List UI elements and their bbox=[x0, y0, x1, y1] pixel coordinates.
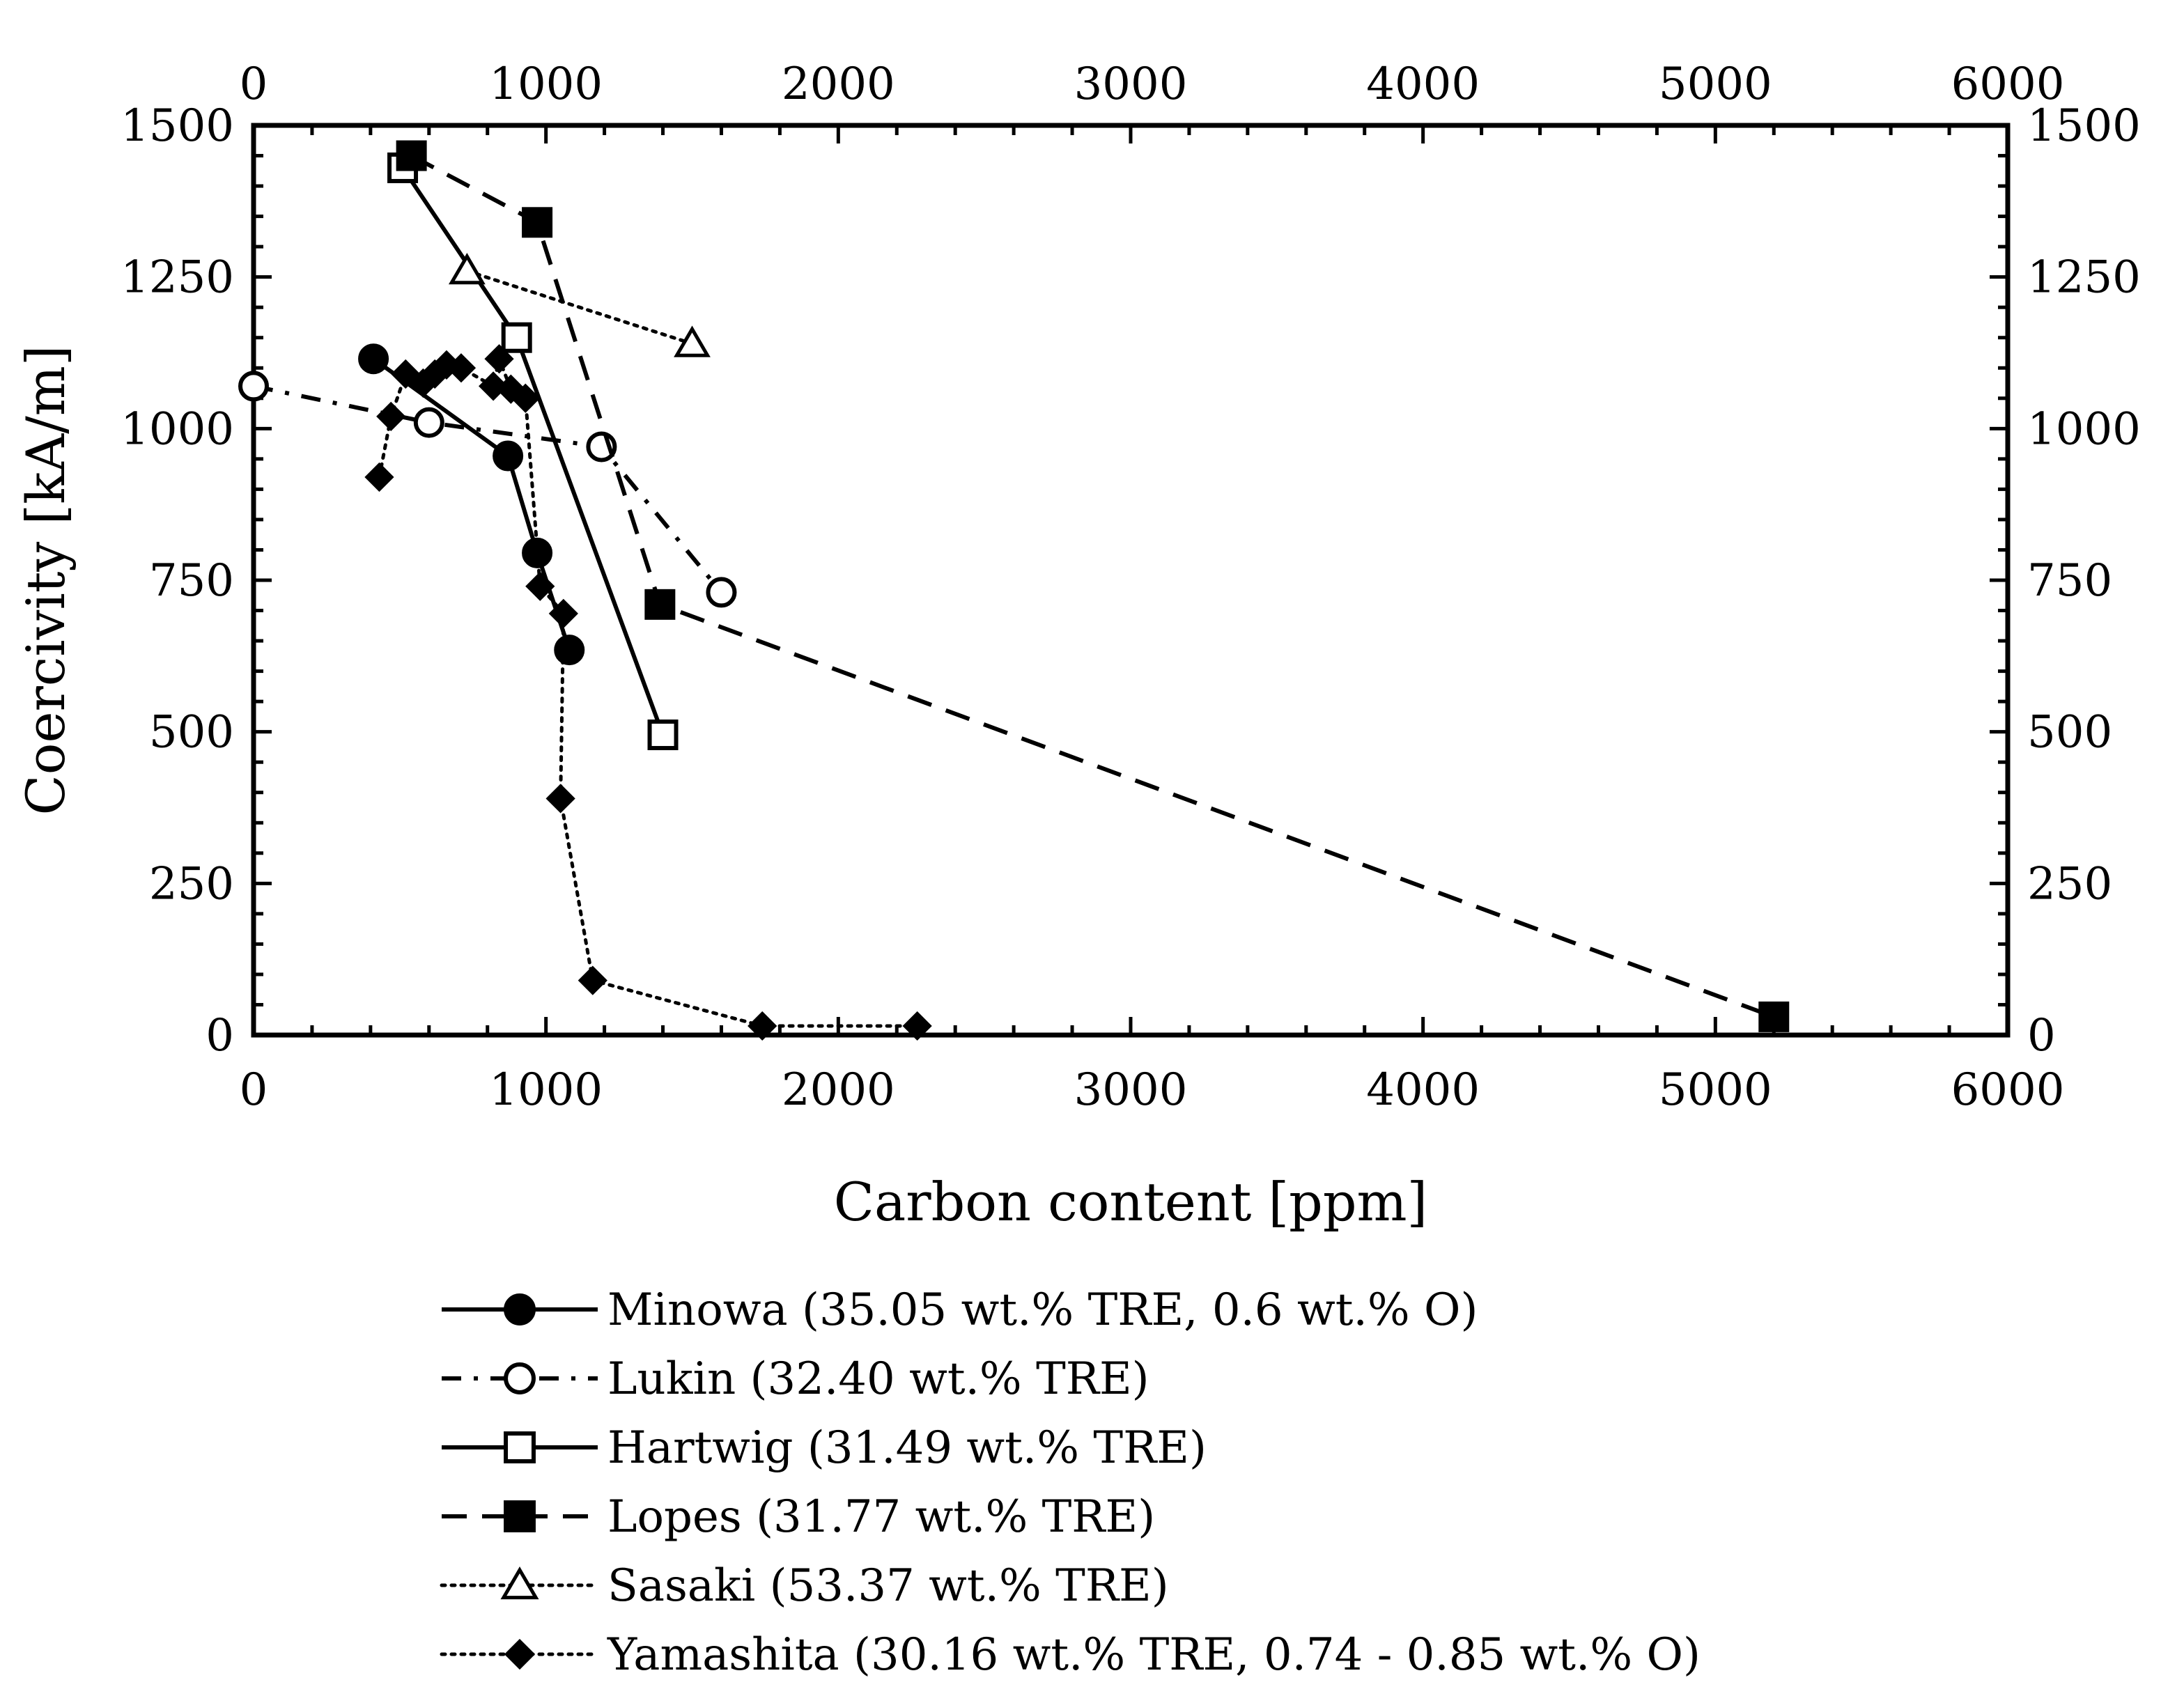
y-tick-label-left: 1000 bbox=[121, 403, 234, 455]
data-point bbox=[902, 1011, 932, 1041]
data-point bbox=[358, 343, 389, 375]
y-axis-title: Coercivity [kA/m] bbox=[15, 345, 77, 816]
data-point bbox=[446, 353, 477, 383]
data-point bbox=[493, 440, 524, 472]
x-tick-label-top: 3000 bbox=[1074, 59, 1188, 110]
data-point bbox=[545, 784, 575, 814]
series-3 bbox=[396, 140, 1790, 1032]
legend-label: Sasaki (53.37 wt.% TRE) bbox=[607, 1560, 1169, 1612]
data-point bbox=[674, 325, 711, 357]
legend-entry: Hartwig (31.49 wt.% TRE) bbox=[442, 1422, 1207, 1474]
y-tick-label-left: 1500 bbox=[121, 100, 234, 152]
data-point bbox=[548, 598, 578, 629]
y-tick-label-right: 750 bbox=[2027, 555, 2112, 607]
x-tick-label-bottom: 6000 bbox=[1951, 1064, 2065, 1116]
series-5 bbox=[364, 344, 932, 1041]
data-point bbox=[644, 589, 676, 620]
series-line bbox=[372, 357, 572, 651]
x-tick-label-top: 2000 bbox=[782, 59, 895, 110]
data-point bbox=[364, 462, 394, 492]
x-tick-label-top: 1000 bbox=[489, 59, 603, 110]
legend-marker bbox=[504, 1500, 536, 1532]
legend-entry: Minowa (35.05 wt.% TRE, 0.6 wt.% O) bbox=[442, 1284, 1478, 1336]
legend-layer: Minowa (35.05 wt.% TRE, 0.6 wt.% O) Lukin… bbox=[440, 1284, 1701, 1681]
series-line bbox=[253, 384, 723, 594]
x-tick-label-bottom: 5000 bbox=[1659, 1064, 1772, 1116]
data-point bbox=[501, 322, 532, 353]
y-tick-label-right: 500 bbox=[2027, 707, 2112, 759]
x-tick-label-bottom: 3000 bbox=[1074, 1064, 1188, 1116]
legend-marker bbox=[504, 1431, 536, 1463]
series-0 bbox=[358, 343, 585, 666]
y-tick-label-left: 750 bbox=[149, 555, 234, 607]
series-2 bbox=[387, 152, 679, 751]
legend-label: Minowa (35.05 wt.% TRE, 0.6 wt.% O) bbox=[607, 1284, 1478, 1336]
legend-marker bbox=[504, 1638, 536, 1670]
legend-entry: Lopes (31.77 wt.% TRE) bbox=[442, 1491, 1155, 1543]
data-point bbox=[511, 383, 541, 413]
data-point bbox=[647, 720, 679, 751]
y-tick-label-right: 0 bbox=[2027, 1010, 2056, 1062]
legend-entry: Lukin (32.40 wt.% TRE) bbox=[442, 1353, 1149, 1405]
series-layer bbox=[238, 140, 1790, 1041]
legend-entry: Sasaki (53.37 wt.% TRE) bbox=[440, 1560, 1169, 1612]
y-tick-label-left: 250 bbox=[149, 858, 234, 910]
data-point bbox=[554, 635, 585, 666]
axes-layer: 0010001000200020003000300040004000500050… bbox=[15, 59, 2141, 1233]
data-point bbox=[413, 407, 444, 438]
series-line bbox=[401, 166, 665, 736]
x-tick-label-top: 5000 bbox=[1659, 59, 1772, 110]
x-tick-label-bottom: 1000 bbox=[489, 1064, 603, 1116]
legend-label: Lukin (32.40 wt.% TRE) bbox=[607, 1353, 1149, 1405]
data-point bbox=[484, 344, 514, 374]
legend-label: Lopes (31.77 wt.% TRE) bbox=[607, 1491, 1155, 1543]
data-point bbox=[525, 571, 555, 601]
legend-marker bbox=[500, 1566, 539, 1600]
x-tick-label-bottom: 2000 bbox=[782, 1064, 895, 1116]
data-point bbox=[396, 140, 427, 171]
series-4 bbox=[448, 252, 711, 357]
y-tick-label-left: 500 bbox=[149, 707, 234, 759]
legend-label: Hartwig (31.49 wt.% TRE) bbox=[607, 1422, 1207, 1474]
x-axis-title: Carbon content [ppm] bbox=[834, 1171, 1427, 1233]
data-point bbox=[238, 371, 269, 402]
y-tick-label-left: 0 bbox=[206, 1010, 234, 1062]
x-tick-label-bottom: 4000 bbox=[1366, 1064, 1480, 1116]
legend-entry: Yamashita (30.16 wt.% TRE, 0.74 - 0.85 w… bbox=[440, 1629, 1701, 1681]
y-tick-label-right: 1500 bbox=[2027, 100, 2141, 152]
x-tick-label-bottom: 0 bbox=[240, 1064, 268, 1116]
data-point bbox=[448, 252, 486, 285]
y-tick-label-right: 1250 bbox=[2027, 252, 2141, 304]
data-point bbox=[376, 401, 406, 432]
legend-label: Yamashita (30.16 wt.% TRE, 0.74 - 0.85 w… bbox=[607, 1629, 1701, 1681]
y-tick-label-left: 1250 bbox=[121, 252, 234, 304]
x-tick-label-top: 4000 bbox=[1366, 59, 1480, 110]
series-line bbox=[410, 153, 1775, 1019]
x-tick-label-top: 6000 bbox=[1951, 59, 2065, 110]
data-point bbox=[1758, 1001, 1790, 1032]
x-tick-label-top: 0 bbox=[240, 59, 268, 110]
data-point bbox=[578, 965, 607, 995]
plot-frame bbox=[251, 123, 2011, 1038]
legend-marker bbox=[504, 1362, 536, 1394]
series-1 bbox=[238, 371, 737, 608]
data-point bbox=[706, 577, 737, 608]
legend-marker bbox=[504, 1293, 536, 1325]
y-tick-label-right: 250 bbox=[2027, 858, 2112, 910]
y-tick-label-right: 1000 bbox=[2027, 403, 2141, 455]
data-point bbox=[522, 207, 553, 238]
data-point bbox=[748, 1011, 777, 1041]
series-line bbox=[465, 269, 694, 345]
